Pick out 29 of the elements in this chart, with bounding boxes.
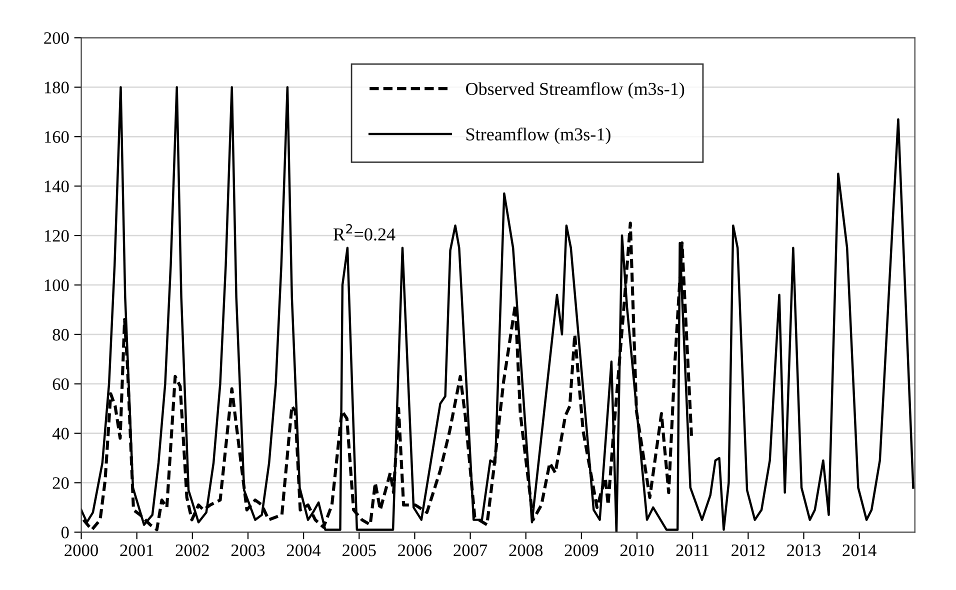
x-tick-label: 2009 bbox=[564, 544, 598, 556]
x-tick-label: 2010 bbox=[620, 544, 654, 556]
x-tick-label: 2006 bbox=[398, 544, 432, 556]
legend-label: Observed Streamflow (m3s-1) bbox=[466, 82, 684, 99]
x-tick-label: 2012 bbox=[732, 544, 765, 556]
y-tick-label: 160 bbox=[44, 131, 69, 143]
x-tick-label: 2001 bbox=[120, 544, 154, 556]
x-tick-label: 2005 bbox=[342, 544, 376, 556]
annotation: R$^{2}$=0.24 bbox=[334, 224, 396, 241]
y-tick-label: 120 bbox=[44, 230, 69, 242]
legend-label: Streamflow (m3s-1) bbox=[466, 128, 610, 144]
x-tick-label: 2002 bbox=[176, 544, 209, 556]
x-tick-label: 2000 bbox=[64, 544, 98, 556]
y-tick-label: 100 bbox=[44, 279, 69, 292]
y-tick-label: 0 bbox=[61, 526, 69, 538]
y-tick-label: 140 bbox=[44, 180, 69, 192]
y-tick-label: 80 bbox=[52, 328, 69, 341]
y-tick-label: 40 bbox=[52, 428, 69, 440]
x-tick-label: 2007 bbox=[454, 544, 488, 556]
x-tick-label: 2013 bbox=[787, 544, 820, 556]
y-tick-label: 60 bbox=[52, 378, 69, 390]
y-tick-label: 180 bbox=[44, 82, 69, 94]
x-tick-label: 2014 bbox=[842, 544, 876, 556]
y-tick-label: 20 bbox=[52, 477, 69, 489]
x-tick-label: 2008 bbox=[509, 544, 543, 556]
y-tick-label: 200 bbox=[44, 32, 69, 44]
x-tick-label: 2003 bbox=[231, 544, 265, 556]
x-tick-label: 2004 bbox=[286, 544, 321, 556]
x-tick-label: 2011 bbox=[676, 544, 709, 556]
